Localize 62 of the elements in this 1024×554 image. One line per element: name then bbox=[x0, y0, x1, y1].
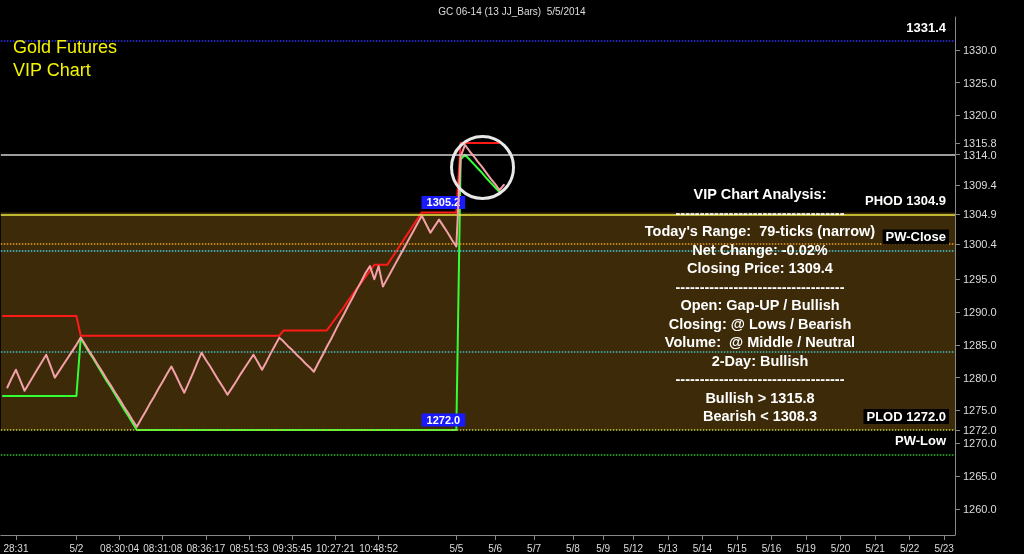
chart-title: GC 06-14 (13 JJ_Bars) 5/5/2014 bbox=[438, 5, 587, 17]
ref-line-label: PW-Low bbox=[894, 433, 947, 449]
y-tick-label: 1280.0 bbox=[963, 371, 997, 384]
ref-line-label: 1331.4 bbox=[906, 19, 947, 35]
text: Gold Futures VIP Chart bbox=[13, 36, 123, 80]
ref-line-label: PW-Close bbox=[885, 229, 946, 245]
ref-line-label: PHOD 1304.9 bbox=[865, 193, 946, 209]
annotation: Bullish > 1315.8 bbox=[704, 388, 816, 407]
x-tick-label: 28:31 bbox=[3, 542, 29, 554]
x-tick-label: 5/22 bbox=[899, 542, 920, 554]
y-tick-label: 1309.4 bbox=[963, 178, 997, 191]
y-tick-label: 1285.0 bbox=[963, 338, 997, 351]
y-tick-label: 1270.0 bbox=[963, 437, 997, 450]
x-tick-label: 5/21 bbox=[865, 542, 886, 554]
y-tick-label: 1275.0 bbox=[963, 404, 997, 417]
x-tick-label: 5/12 bbox=[623, 542, 644, 554]
x-tick-label: 08:30:04 bbox=[100, 542, 140, 554]
x-tick-label: 5/9 bbox=[596, 542, 611, 554]
annotation: 2-Day: Bullish bbox=[710, 351, 810, 370]
x-tick-label: 5/5 bbox=[449, 542, 464, 554]
x-tick-label: 5/23 bbox=[934, 542, 955, 554]
x-tick-label: 5/20 bbox=[830, 542, 851, 554]
y-tick-label: 1325.0 bbox=[963, 76, 997, 89]
x-tick-label: 5/13 bbox=[658, 542, 679, 554]
x-tick-label: 5/15 bbox=[727, 542, 748, 554]
x-tick-label: 09:35:45 bbox=[272, 542, 313, 554]
y-tick-label: 1265.0 bbox=[963, 469, 997, 482]
x-tick-label: 5/2 bbox=[69, 542, 84, 554]
annotation: Today's Range: 79-ticks (narrow) bbox=[644, 223, 876, 239]
y-tick-label: 1320.0 bbox=[963, 109, 997, 122]
y-tick-label: 1330.0 bbox=[963, 43, 997, 56]
y-tick-label: 1272.0 bbox=[963, 424, 997, 437]
annotation: ----------------------------------- bbox=[675, 204, 845, 221]
x-tick-label: 08:31:08 bbox=[143, 542, 183, 554]
annotation: Bearish < 1308.3 bbox=[702, 408, 818, 424]
y-tick-label: 1314.0 bbox=[963, 148, 997, 161]
annotation: 1272.0 bbox=[426, 414, 461, 427]
annotation: Volume: @ Middle / Neutral bbox=[663, 333, 857, 352]
x-tick-label: 5/14 bbox=[692, 542, 713, 554]
x-tick-label: 10:27:21 bbox=[315, 542, 356, 554]
y-tick-label: 1260.0 bbox=[963, 502, 997, 515]
x-tick-label: 5/8 bbox=[565, 542, 581, 554]
x-tick-label: 5/6 bbox=[488, 542, 503, 554]
x-tick-label: 5/7 bbox=[527, 542, 542, 554]
y-tick-label: 1290.0 bbox=[963, 306, 997, 319]
annotation: Closing Price: 1309.4 bbox=[686, 259, 834, 278]
y-tick-label: 1304.9 bbox=[963, 208, 997, 221]
y-tick-label: 1300.4 bbox=[963, 237, 997, 250]
x-tick-label: 08:36:17 bbox=[186, 542, 226, 554]
x-tick-label: 5/16 bbox=[761, 542, 782, 554]
y-tick-label: 1295.0 bbox=[963, 273, 997, 286]
ref-line-label: PLOD 1272.0 bbox=[866, 409, 946, 425]
annotation: ----------------------------------- bbox=[674, 277, 846, 296]
x-tick-label: 10:48:52 bbox=[359, 542, 399, 554]
annotation: Open: Gap-UP / Bullish bbox=[679, 296, 841, 315]
annotation: Net Change: -0.02% bbox=[692, 241, 828, 258]
annotation: VIP Chart Analysis: bbox=[693, 186, 827, 202]
annotation: ----------------------------------- bbox=[674, 370, 846, 389]
annotation: Closing: @ Lows / Bearish bbox=[667, 314, 853, 333]
y-tick-label: 1315.8 bbox=[963, 136, 997, 149]
x-tick-label: 08:51:53 bbox=[229, 542, 269, 554]
x-tick-label: 5/19 bbox=[796, 542, 817, 554]
